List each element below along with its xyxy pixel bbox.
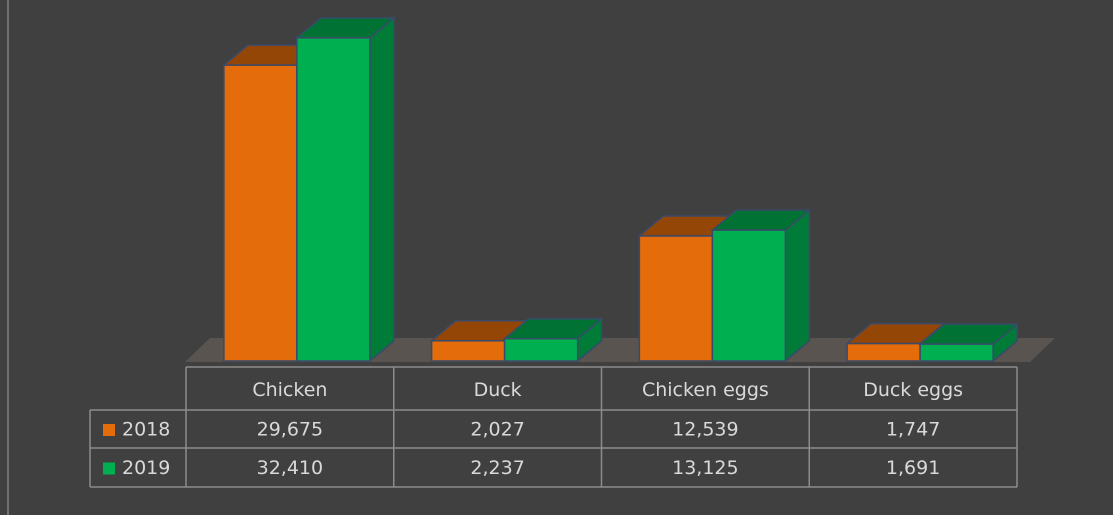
legend-key bbox=[103, 424, 115, 436]
plot-area bbox=[221, 16, 1020, 363]
value-label: 1,747 bbox=[886, 419, 940, 441]
bar bbox=[223, 64, 298, 362]
bar bbox=[503, 337, 579, 362]
value-label: 12,539 bbox=[672, 419, 738, 441]
bar bbox=[430, 340, 506, 362]
floor bbox=[185, 338, 1055, 362]
bar bbox=[711, 229, 787, 362]
data-table: Chicken Duck Chicken eggs Duck eggs 2018 29,6… bbox=[89, 366, 1018, 488]
bar bbox=[919, 343, 994, 362]
legend-label: 2019 bbox=[122, 457, 170, 479]
category-label: Chicken bbox=[252, 379, 327, 401]
bar bbox=[846, 342, 921, 362]
value-label: 13,125 bbox=[672, 457, 738, 479]
value-label: 2,237 bbox=[470, 457, 524, 479]
legend-label: 2018 bbox=[122, 419, 170, 441]
category-label: Duck bbox=[474, 379, 522, 401]
value-label: 1,691 bbox=[886, 457, 940, 479]
value-label: 2,027 bbox=[470, 419, 524, 441]
bar bbox=[296, 37, 371, 362]
value-label: 29,675 bbox=[257, 419, 323, 441]
value-label: 32,410 bbox=[257, 457, 323, 479]
bar-side bbox=[784, 208, 811, 363]
legend-key bbox=[103, 462, 115, 475]
category-label: Chicken eggs bbox=[642, 379, 769, 401]
category-label: Duck eggs bbox=[863, 379, 963, 401]
bar bbox=[638, 235, 714, 362]
bar-side bbox=[369, 16, 395, 363]
